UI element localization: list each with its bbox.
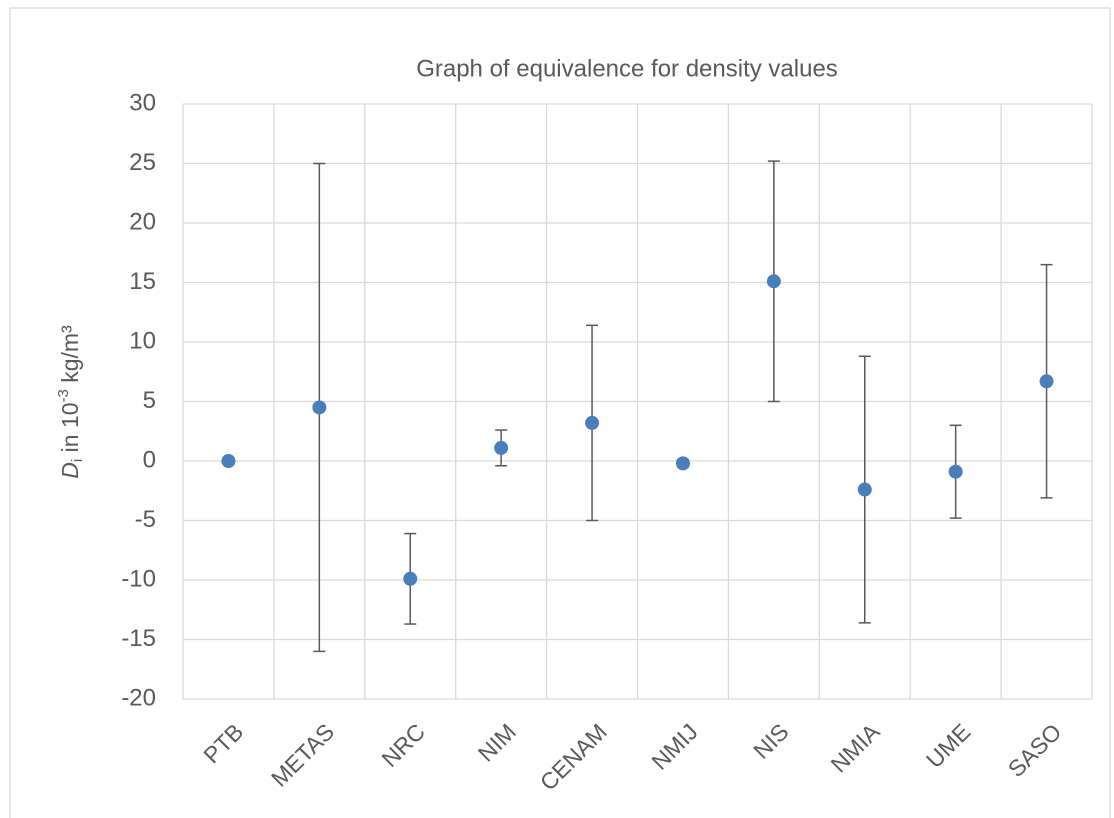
marker	[766, 274, 781, 289]
chart-title: Graph of equivalence for density values	[416, 55, 838, 82]
y-tick-label: 5	[143, 387, 156, 414]
marker	[312, 400, 327, 415]
y-axis-label: Di in 10-3 kg/m³	[55, 325, 86, 479]
marker	[221, 454, 236, 468]
y-label-part: kg/m³	[57, 325, 83, 389]
y-label-part: in 10	[57, 403, 83, 459]
y-tick-label: 0	[143, 446, 156, 473]
marker	[1039, 374, 1054, 389]
marker	[857, 482, 872, 497]
y-tick-label: -20	[121, 684, 156, 711]
marker	[585, 415, 600, 430]
marker	[675, 456, 690, 471]
y-tick-label: -10	[121, 565, 156, 592]
chart-frame	[9, 7, 1111, 818]
y-tick-label: 20	[129, 208, 156, 235]
marker	[948, 464, 963, 479]
y-tick-label: 30	[129, 89, 156, 116]
y-tick-label: 10	[129, 327, 156, 354]
y-tick-label: 25	[129, 149, 156, 176]
marker	[403, 571, 418, 586]
y-tick-label: -5	[135, 506, 156, 533]
y-label-part: -3	[55, 389, 72, 402]
y-tick-label: 15	[129, 268, 156, 295]
y-label-part: i	[69, 459, 86, 462]
y-label-part: D	[57, 462, 83, 479]
marker	[494, 440, 509, 455]
y-tick-label: -15	[121, 625, 156, 652]
